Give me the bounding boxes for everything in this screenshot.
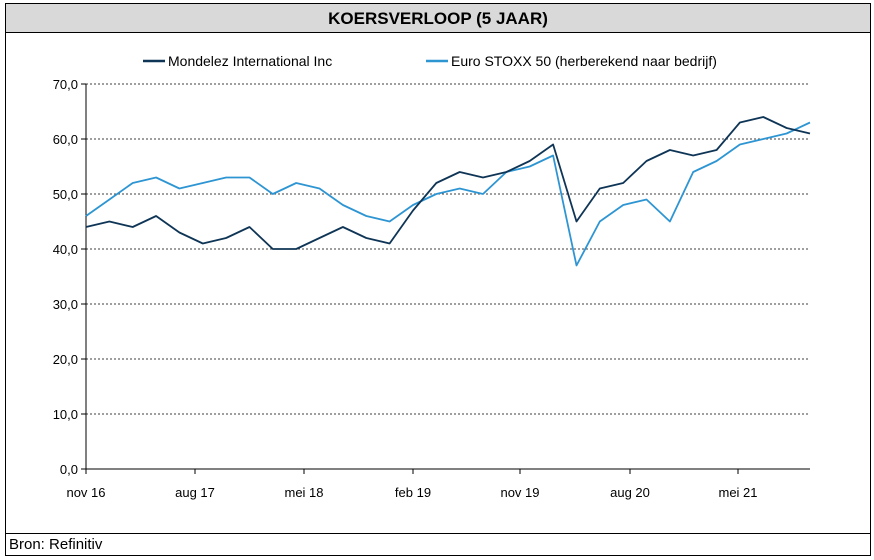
x-axis-ticks: nov 16 aug 17 mei 18 feb 19 nov 19 aug 20 mei … <box>66 469 758 500</box>
chart-frame: KOERSVERLOOP (5 JAAR) Bron: Refinitiv <box>5 3 871 556</box>
series-line-stoxx <box>85 121 811 267</box>
x-tick-label: nov 16 <box>66 485 105 500</box>
y-tick-label: 20,0 <box>53 352 78 367</box>
x-tick-label: aug 17 <box>175 485 215 500</box>
y-tick-label: 30,0 <box>53 297 78 312</box>
series-line-mondelez <box>85 116 811 250</box>
y-tick-label: 70,0 <box>53 77 78 92</box>
axes <box>85 84 810 470</box>
x-tick-label: mei 18 <box>284 485 323 500</box>
source-note: Bron: Refinitiv <box>6 533 870 555</box>
x-tick-label: nov 19 <box>500 485 539 500</box>
x-tick-label: feb 19 <box>395 485 431 500</box>
legend: Mondelez International Inc Euro STOXX 50 … <box>143 53 717 69</box>
y-tick-label: 40,0 <box>53 242 78 257</box>
y-tick-label: 0,0 <box>60 462 78 477</box>
series-lines <box>85 116 811 267</box>
x-tick-label: aug 20 <box>610 485 650 500</box>
legend-label: Mondelez International Inc <box>168 53 332 69</box>
y-tick-label: 50,0 <box>53 187 78 202</box>
y-tick-label: 60,0 <box>53 132 78 147</box>
y-axis-ticks: 0,0 10,0 20,0 30,0 40,0 50,0 60,0 70,0 <box>53 77 86 477</box>
gridlines <box>86 83 810 415</box>
chart-title: KOERSVERLOOP (5 JAAR) <box>6 4 870 33</box>
legend-label: Euro STOXX 50 (herberekend naar bedrijf) <box>451 53 717 69</box>
y-tick-label: 10,0 <box>53 407 78 422</box>
x-tick-label: mei 21 <box>718 485 757 500</box>
